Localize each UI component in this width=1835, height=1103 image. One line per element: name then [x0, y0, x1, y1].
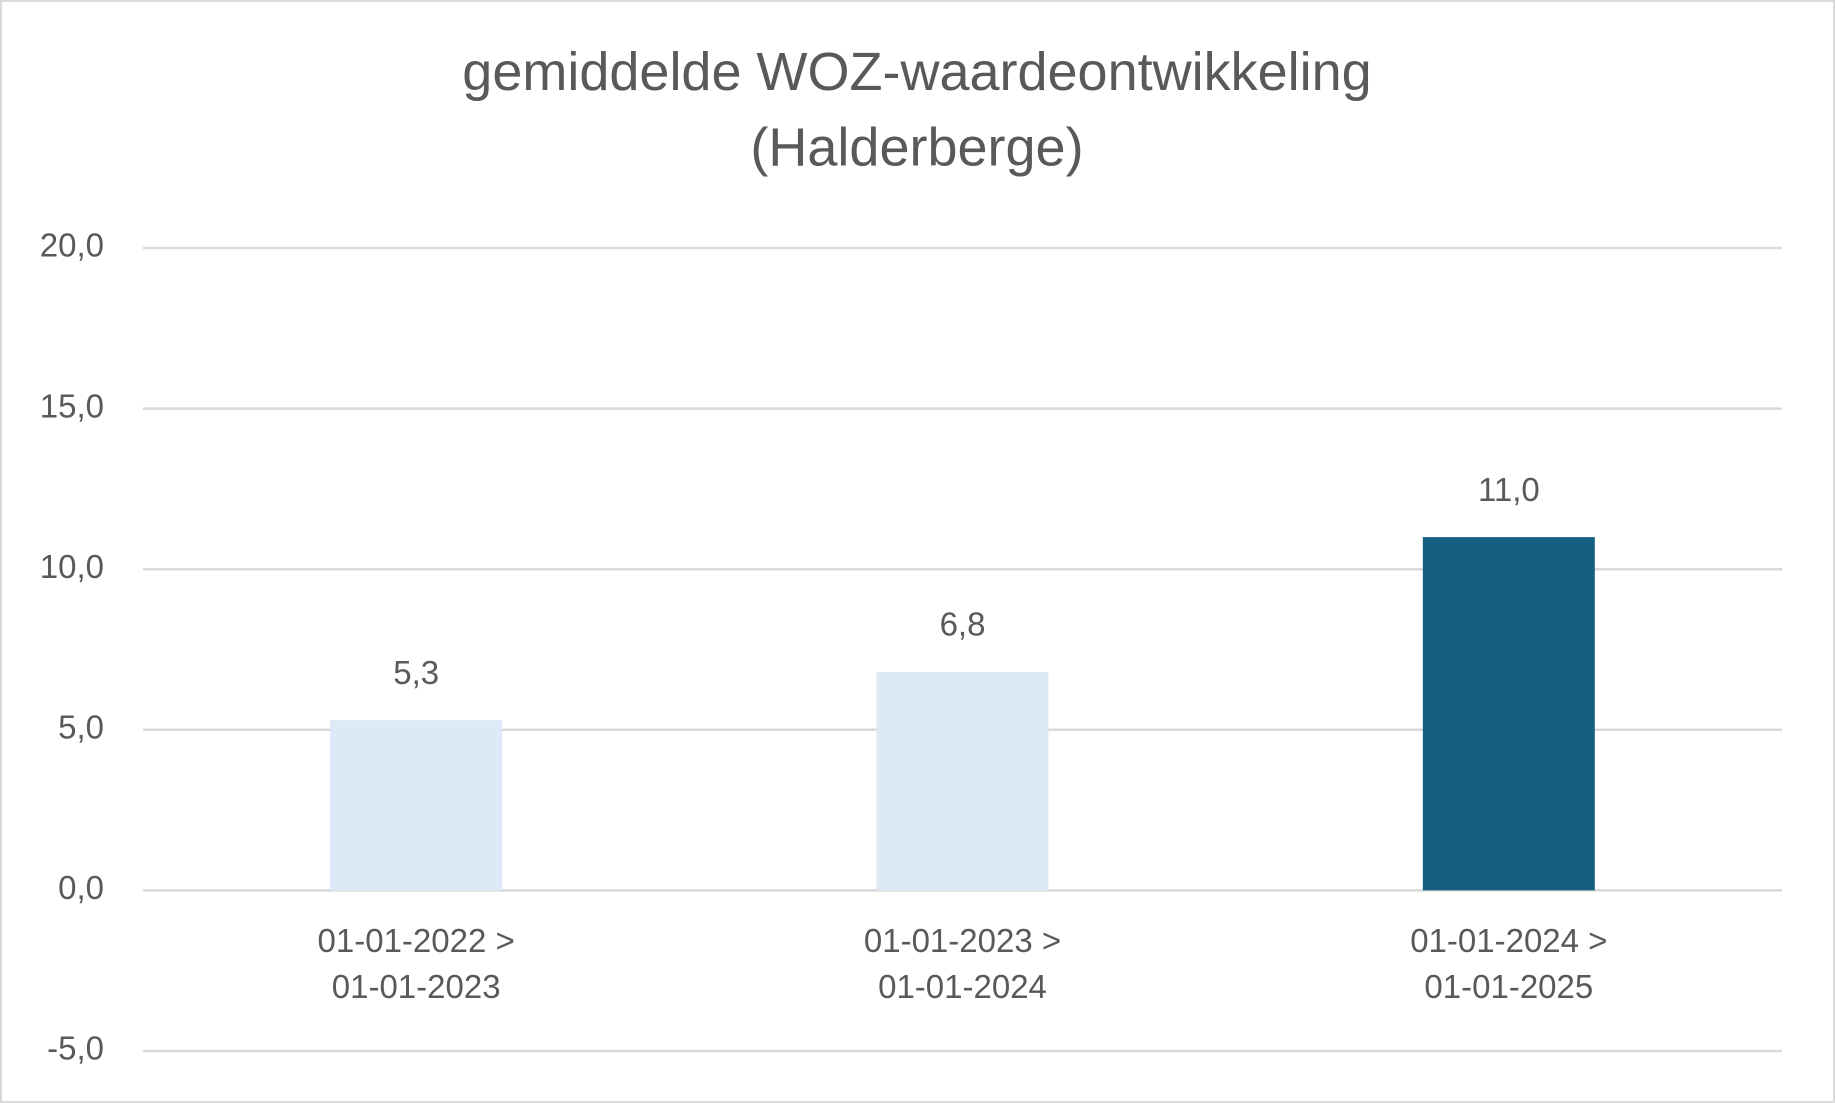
chart-title: gemiddelde WOZ-waardeontwikkeling (Halder…: [462, 42, 1371, 178]
x-tick-label: 01-01-2024 >01-01-2025: [1410, 922, 1607, 1005]
y-tick-label: 15,0: [40, 387, 104, 424]
bar: [330, 720, 503, 891]
y-tick-label: 0,0: [58, 869, 104, 906]
y-tick-label: -5,0: [47, 1030, 104, 1067]
y-tick-label: 20,0: [40, 227, 104, 264]
y-tick-label: 10,0: [40, 548, 104, 585]
bar: [1422, 537, 1595, 891]
y-tick-label: 5,0: [58, 709, 104, 746]
data-label: 5,3: [393, 654, 439, 691]
bar: [876, 671, 1049, 891]
x-tick-label: 01-01-2022 >01-01-2023: [318, 922, 515, 1005]
data-label: 11,0: [1478, 471, 1540, 508]
x-tick-label: 01-01-2023 >01-01-2024: [864, 922, 1061, 1005]
data-label: 6,8: [940, 606, 986, 643]
